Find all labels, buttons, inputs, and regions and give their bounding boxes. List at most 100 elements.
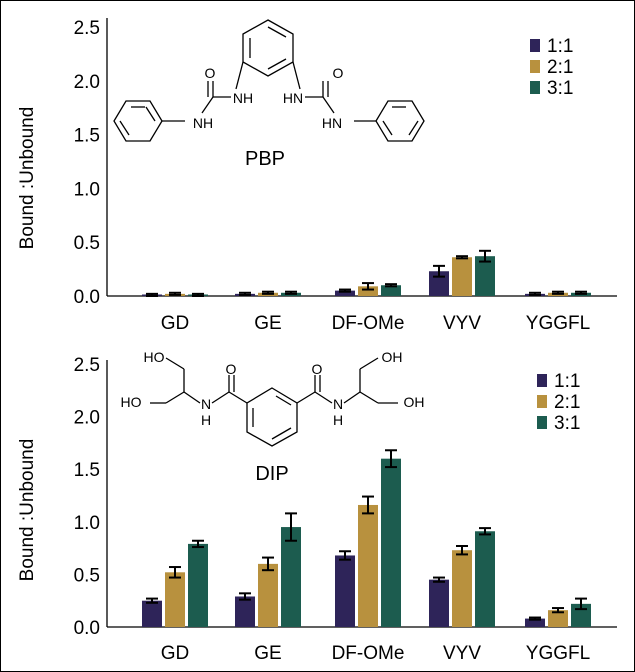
- legend-label: 1:1: [554, 371, 580, 392]
- legend-swatch: [530, 60, 540, 73]
- error-bar: [552, 290, 564, 295]
- chart-panel-dip: Bound :Unbound 0.0 0.5 1.0 1.5 2.0 2.5 GD GE DF…: [17, 349, 617, 664]
- category-label: VYV: [443, 643, 481, 664]
- error-bar: [192, 292, 204, 297]
- category-label: DF-OMe: [332, 643, 405, 664]
- error-bar: [362, 282, 374, 291]
- error-bar: [552, 607, 564, 614]
- error-bar: [479, 527, 491, 536]
- error-bar: [362, 495, 374, 515]
- y-axis-title: Bound :Unbound: [17, 439, 38, 582]
- category-label: GD: [161, 313, 190, 334]
- error-bar: [285, 512, 297, 542]
- error-bar: [192, 539, 204, 549]
- legend-swatch: [530, 39, 540, 52]
- legend-swatch: [537, 374, 547, 387]
- pbp-structure: [113, 19, 425, 142]
- atom-ho-bottom: HO: [121, 394, 142, 410]
- bar-yggfl-series-2: [548, 610, 568, 627]
- bar-df-ome-series-2: [358, 286, 378, 296]
- bar-vyv-series-1: [429, 579, 449, 627]
- category-label: VYV: [443, 313, 481, 334]
- bar-vyv-series-3: [475, 256, 495, 296]
- legend-swatch: [537, 395, 547, 408]
- atom-o-right: O: [333, 65, 344, 81]
- bar-df-ome-series-2: [358, 504, 378, 627]
- atom-n-left: N: [201, 396, 211, 412]
- error-bar: [146, 597, 158, 604]
- category-labels: GD GE DF-OMe VYV YGGFL: [161, 313, 590, 334]
- bars: [142, 449, 591, 627]
- atom-ho-top: HO: [144, 349, 165, 365]
- error-bar: [529, 616, 541, 621]
- y-tick-label: 0.5: [74, 565, 100, 586]
- y-tick-label: 1.5: [74, 126, 100, 147]
- error-bar: [385, 449, 397, 469]
- chart-panel-pbp: Bound :Unbound 0.0 0.5 1.0 1.5 2.0 2.5 GD GE DF…: [17, 18, 617, 334]
- category-label: GD: [161, 643, 190, 664]
- bar-gd-series-3: [188, 543, 208, 627]
- bar-df-ome-series-1: [335, 290, 355, 296]
- bar-ge-series-1: [235, 596, 255, 627]
- legend-swatch: [537, 416, 547, 429]
- atom-h-left: H: [201, 412, 211, 428]
- bar-vyv-series-2: [452, 550, 472, 627]
- bar-df-ome-series-3: [381, 285, 401, 296]
- error-bar: [262, 556, 274, 572]
- y-tick-label: 2.5: [74, 18, 100, 39]
- error-bar: [529, 291, 541, 296]
- error-bar: [575, 290, 587, 295]
- atom-hn-1: HN: [283, 90, 303, 106]
- bars: [142, 249, 591, 297]
- bar-df-ome-series-3: [381, 458, 401, 627]
- bar-vyv-series-3: [475, 531, 495, 627]
- error-bar: [285, 290, 297, 295]
- y-tick-label: 1.5: [74, 460, 100, 481]
- y-tick-label: 2.5: [74, 355, 100, 376]
- error-bar: [169, 291, 181, 296]
- error-bar: [433, 576, 445, 583]
- pbp-atom-labels: O O NH HN NH HN: [193, 65, 344, 131]
- bar-gd-series-1: [142, 600, 162, 627]
- error-bar: [339, 550, 351, 561]
- structure-label-dip: DIP: [255, 463, 288, 485]
- y-tick-label: 2.0: [74, 408, 100, 429]
- error-bar: [433, 264, 445, 278]
- y-tick-label: 1.0: [74, 513, 100, 534]
- bar-df-ome-series-1: [335, 555, 355, 627]
- legend-label: 3:1: [554, 413, 580, 434]
- atom-n-right: N: [333, 396, 343, 412]
- atom-oh-bottom: OH: [404, 394, 425, 410]
- atom-oh-top: OH: [382, 349, 403, 365]
- atom-nh-1: NH: [233, 90, 253, 106]
- error-bar: [385, 283, 397, 288]
- legend: 1:12:13:1: [537, 371, 580, 434]
- legend-label: 1:1: [547, 36, 573, 57]
- y-axis-title: Bound :Unbound: [17, 107, 38, 250]
- error-bar: [456, 255, 468, 260]
- y-tick-label: 0.0: [74, 287, 100, 308]
- category-label: YGGFL: [526, 313, 590, 334]
- category-label: GE: [254, 313, 281, 334]
- error-bar: [239, 592, 251, 601]
- atom-h-right: H: [333, 412, 343, 428]
- y-tick-labels: 0.0 0.5 1.0 1.5 2.0 2.5: [74, 355, 100, 639]
- legend: 1:12:13:1: [530, 36, 573, 99]
- error-bar: [456, 544, 468, 556]
- y-tick-label: 1.0: [74, 179, 100, 200]
- legend-label: 2:1: [547, 57, 573, 78]
- bar-vyv-series-2: [452, 257, 472, 296]
- error-bar: [575, 597, 587, 611]
- error-bar: [479, 249, 491, 263]
- category-label: GE: [254, 643, 281, 664]
- bar-ge-series-2: [258, 563, 278, 627]
- dip-structure: [150, 357, 398, 447]
- y-tick-labels: 0.0 0.5 1.0 1.5 2.0 2.5: [74, 18, 100, 308]
- error-bar: [239, 291, 251, 296]
- structure-label-pbp: PBP: [245, 148, 285, 170]
- category-label: DF-OMe: [332, 313, 405, 334]
- error-bar: [262, 290, 274, 295]
- y-tick-label: 0.0: [74, 618, 100, 639]
- legend-label: 2:1: [554, 392, 580, 413]
